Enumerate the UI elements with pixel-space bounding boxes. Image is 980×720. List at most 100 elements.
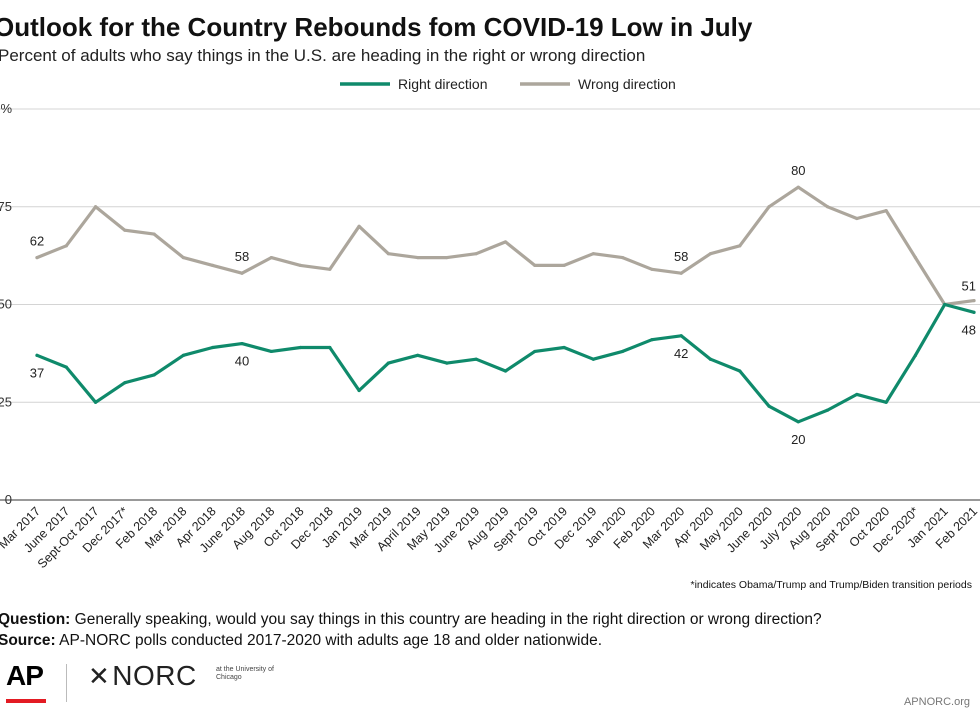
right-direction-point	[972, 310, 976, 314]
y-tick-label: 100%	[0, 101, 12, 116]
wrong-direction-point	[650, 267, 654, 271]
wrong-direction-point	[708, 252, 713, 256]
data-label: 80	[791, 163, 805, 178]
wrong-direction-point	[591, 252, 595, 256]
line-chart: 0 25 50 75 100% 62 58 58 80 51 37 40 42 20 48 Mar 201…	[0, 76, 980, 571]
data-label: 37	[30, 365, 44, 380]
right-direction-point	[445, 361, 449, 365]
chart-title: Outlook for the Country Rebounds fom COV…	[0, 12, 753, 42]
right-direction-point	[328, 345, 332, 350]
source-note: Source: AP-NORC polls conducted 2017-202…	[0, 632, 602, 650]
wrong-direction-point	[767, 205, 771, 209]
wrong-direction-point	[796, 185, 800, 189]
wrong-direction-line	[35, 185, 976, 307]
data-label: 62	[30, 234, 44, 249]
right-direction-point	[240, 342, 244, 346]
wrong-direction-point	[328, 267, 332, 271]
right-direction-point	[562, 345, 566, 350]
norc-tagline: at the University of Chicago	[216, 666, 274, 681]
ap-logo: AP	[6, 660, 44, 691]
wrong-direction-point	[972, 298, 976, 303]
wrong-direction-point	[533, 263, 537, 267]
wrong-direction-point	[503, 240, 508, 244]
legend: Right direction Wrong direction	[340, 76, 676, 92]
right-direction-point	[796, 420, 800, 424]
right-direction-point	[591, 357, 595, 361]
right-direction-point	[767, 404, 771, 408]
wrong-direction-point	[298, 263, 303, 267]
right-direction-point	[64, 365, 68, 369]
data-labels: 62 58 58 80 51 37 40 42 20 48	[30, 163, 976, 447]
right-direction-point	[621, 349, 625, 354]
right-direction-point	[35, 353, 39, 357]
data-label: 58	[235, 249, 249, 264]
wrong-direction-point	[474, 252, 478, 256]
norc-star-icon: ✕	[88, 661, 111, 691]
y-tick-label: 50	[0, 297, 12, 312]
right-direction-point	[533, 349, 537, 354]
wrong-direction-point	[357, 224, 361, 228]
wrong-direction-point	[64, 244, 68, 248]
right-direction-point	[474, 357, 478, 361]
footnote: *indicates Obama/Trump and Trump/Biden t…	[690, 579, 972, 591]
source-text: AP-NORC polls conducted 2017-2020 with a…	[59, 632, 603, 649]
right-direction-point	[269, 349, 273, 354]
y-axis-ticks: 0 25 50 75 100%	[0, 101, 12, 507]
wrong-direction-point	[386, 252, 390, 256]
right-direction-point	[123, 381, 127, 385]
data-label: 40	[235, 354, 249, 369]
wrong-direction-point	[181, 255, 186, 260]
right-direction-point	[357, 388, 361, 393]
data-label: 42	[674, 346, 688, 361]
wrong-direction-point	[884, 209, 888, 213]
y-tick-label: 25	[0, 394, 12, 409]
right-direction-line	[35, 302, 976, 424]
right-direction-point	[650, 338, 654, 342]
series-lines	[35, 185, 976, 424]
wrong-direction-point	[123, 228, 127, 232]
chart-subtitle: Percent of adults who say things in the …	[0, 46, 646, 65]
right-direction-point	[211, 345, 215, 350]
norc-logo: ✕NORC	[88, 660, 197, 692]
wrong-direction-point	[211, 263, 215, 267]
wrong-direction-point	[913, 255, 918, 260]
gridlines	[0, 108, 980, 501]
legend-label: Wrong direction	[578, 76, 676, 92]
question-text: Generally speaking, would you say things…	[74, 611, 822, 628]
right-direction-point	[708, 357, 713, 361]
right-direction-point	[913, 353, 918, 357]
logo-divider	[66, 664, 67, 702]
right-direction-point	[855, 392, 859, 397]
y-tick-label: 75	[0, 199, 12, 214]
data-label: 48	[962, 322, 976, 337]
wrong-direction-point	[621, 255, 625, 260]
wrong-direction-point	[269, 255, 273, 260]
question-note: Question: Generally speaking, would you …	[0, 611, 822, 629]
wrong-direction-point	[825, 205, 830, 209]
right-direction-point	[181, 353, 186, 357]
right-direction-point	[298, 345, 303, 350]
wrong-direction-point	[35, 255, 39, 260]
wrong-direction-point	[152, 232, 156, 236]
wrong-direction-point	[416, 255, 420, 260]
wrong-direction-point	[738, 244, 742, 248]
right-direction-point	[884, 400, 888, 404]
right-direction-point	[416, 353, 420, 357]
right-direction-point	[93, 400, 98, 404]
wrong-direction-point	[93, 205, 98, 209]
question-label: Question:	[0, 611, 71, 628]
legend-label: Right direction	[398, 76, 488, 92]
right-direction-point	[503, 369, 508, 373]
site-url: APNORC.org	[903, 696, 970, 708]
wrong-direction-point	[855, 216, 859, 221]
wrong-direction-point	[240, 271, 244, 275]
data-label: 58	[674, 249, 688, 264]
wrong-direction-point	[562, 263, 566, 267]
right-direction-point	[943, 302, 947, 307]
right-direction-point	[738, 369, 742, 373]
wrong-direction-point	[679, 271, 683, 275]
source-label: Source:	[0, 632, 56, 649]
wrong-direction-point	[445, 255, 449, 260]
right-direction-point	[825, 408, 830, 412]
